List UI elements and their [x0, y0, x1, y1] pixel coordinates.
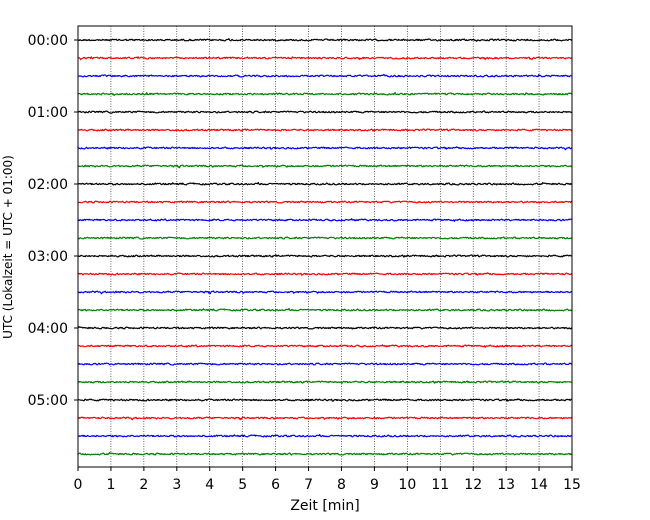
x-tick-label: 15	[563, 477, 581, 493]
grid-lines	[110, 26, 540, 467]
x-tick-label: 0	[74, 477, 83, 493]
x-tick-label: 1	[106, 477, 115, 493]
x-tick-label: 11	[431, 477, 449, 493]
y-tick-label: 01:00	[28, 105, 68, 121]
x-axis-label: Zeit [min]	[290, 498, 359, 514]
x-tick-label: 6	[271, 477, 280, 493]
trace-line	[77, 181, 573, 186]
trace-line	[77, 344, 573, 348]
trace-line	[77, 362, 573, 366]
y-tick-label: 05:00	[28, 393, 68, 409]
y-tick-label: 02:00	[28, 177, 68, 193]
trace-line	[77, 146, 573, 151]
trace-line	[77, 110, 573, 114]
y-tick-label: 04:00	[28, 321, 68, 337]
trace-line	[77, 164, 573, 169]
y-tick-label: 00:00	[28, 33, 68, 49]
trace-line	[77, 218, 573, 222]
x-tick-label: 14	[530, 477, 548, 493]
x-tick-label: 5	[238, 477, 247, 493]
trace-line	[77, 326, 573, 330]
trace-line	[77, 380, 573, 384]
x-tick-label: 2	[139, 477, 148, 493]
x-tick-label: 9	[370, 477, 379, 493]
trace-line	[77, 254, 573, 258]
x-tick-label: 3	[172, 477, 181, 493]
trace-line	[77, 38, 573, 42]
trace-line	[77, 416, 573, 421]
x-tick-label: 12	[464, 477, 482, 493]
trace-line	[77, 91, 573, 97]
trace-line	[77, 236, 573, 240]
trace-line	[77, 307, 573, 312]
trace-line	[77, 398, 573, 402]
x-tick-label: 10	[398, 477, 416, 493]
x-tick-label: 13	[497, 477, 515, 493]
trace-line	[77, 200, 573, 204]
seismic-traces	[77, 38, 573, 456]
x-tick-label: 7	[304, 477, 313, 493]
x-axis-ticks: 0 1 2 3 4 5 6 7 8 9 10 11 12 13 14 15	[74, 467, 581, 493]
trace-line	[77, 290, 573, 295]
y-tick-label: 03:00	[28, 249, 68, 265]
trace-line	[77, 433, 573, 438]
y-axis-ticks: 00:00 01:00 02:00 03:00 04:00 05:00	[28, 33, 78, 409]
trace-line	[77, 73, 573, 78]
y-axis-label: UTC (Lokalzeit = UTC + 01:00)	[1, 155, 15, 339]
trace-line	[77, 272, 573, 276]
plot-frame	[77, 25, 573, 468]
x-tick-label: 8	[337, 477, 346, 493]
trace-line	[77, 128, 573, 132]
trace-line	[77, 56, 573, 61]
trace-line	[77, 452, 573, 456]
x-tick-label: 4	[205, 477, 214, 493]
